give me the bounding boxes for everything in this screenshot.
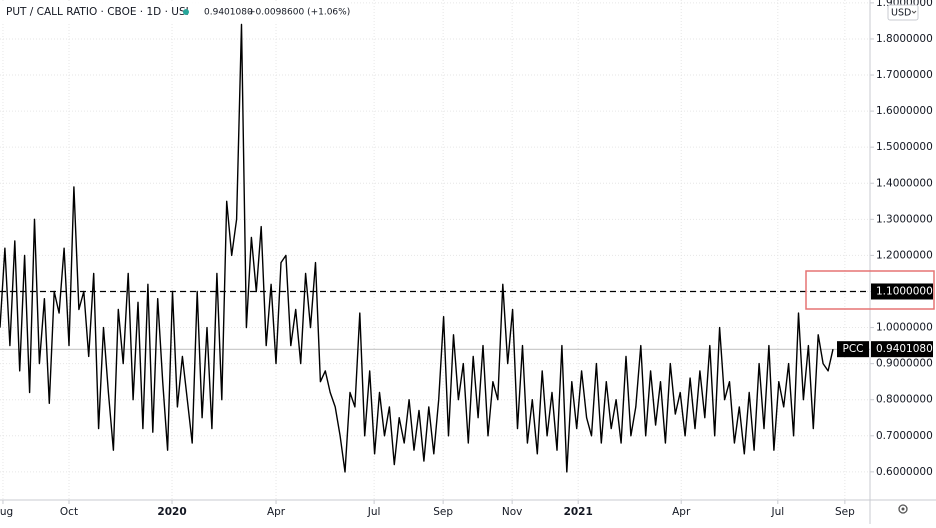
currency-button[interactable]: [887, 4, 919, 21]
x-tick-label: 2021: [564, 506, 593, 518]
last-price: 0.9401080: [204, 8, 253, 18]
price-change: +0.0098600 (+1.06%): [248, 8, 350, 18]
highlight-box: [805, 270, 935, 310]
x-tick-label: Jul: [367, 506, 381, 518]
y-tick-label: 0.6000000: [876, 466, 933, 478]
plot: [0, 23, 870, 473]
y-tick-label: 1.9000000: [876, 0, 933, 9]
x-tick-label: Jul: [770, 506, 784, 518]
y-tick-label: 1.3000000: [876, 213, 933, 225]
last-value: 0.9401080: [876, 343, 933, 355]
x-tick-label: Oct: [60, 506, 78, 518]
last-name: PCC: [843, 343, 864, 355]
y-tick-label: 0.8000000: [876, 394, 933, 406]
axes: 0.6000000 0.7000000 0.8000000 0.9000000 1.00…: [0, 0, 933, 518]
reference-label: 1.1000000: [876, 285, 933, 297]
y-tick-label: 0.7000000: [876, 430, 933, 442]
x-tick-label: Apr: [672, 506, 691, 518]
y-tick-label: 1.0000000: [876, 322, 933, 334]
y-tick-label: 1.4000000: [876, 177, 933, 189]
settings-icon[interactable]: [898, 504, 908, 514]
chevron: [911, 10, 917, 14]
status-dot: [183, 9, 189, 15]
y-tick-label: 1.2000000: [876, 249, 933, 261]
currency[interactable]: USD: [891, 8, 911, 19]
gear-hub[interactable]: [901, 507, 905, 511]
last-name-badge: [837, 341, 869, 358]
header-bg: [0, 2, 350, 22]
x-tick-label: 2020: [157, 506, 186, 518]
x-tick-label: Sep: [433, 506, 453, 518]
symbol-title: PUT / CALL RATIO · CBOE · 1D · USI: [6, 6, 189, 18]
last-value-badge: [871, 341, 933, 358]
x-tick-label: Apr: [267, 506, 286, 518]
gear[interactable]: [898, 504, 908, 514]
price-line: [0, 23, 834, 473]
y-tick-label: 1.7000000: [876, 69, 933, 81]
reference-badge: [871, 283, 933, 300]
y-tick-label: 1.5000000: [876, 141, 933, 153]
x-tick-label: Nov: [502, 506, 523, 518]
x-tick-label: Aug: [0, 506, 13, 518]
y-tick-label: 1.8000000: [876, 33, 933, 45]
y-tick-label: 0.9000000: [876, 358, 933, 370]
y-tick-label: 1.6000000: [876, 105, 933, 117]
x-tick-label: Sep: [835, 506, 855, 518]
